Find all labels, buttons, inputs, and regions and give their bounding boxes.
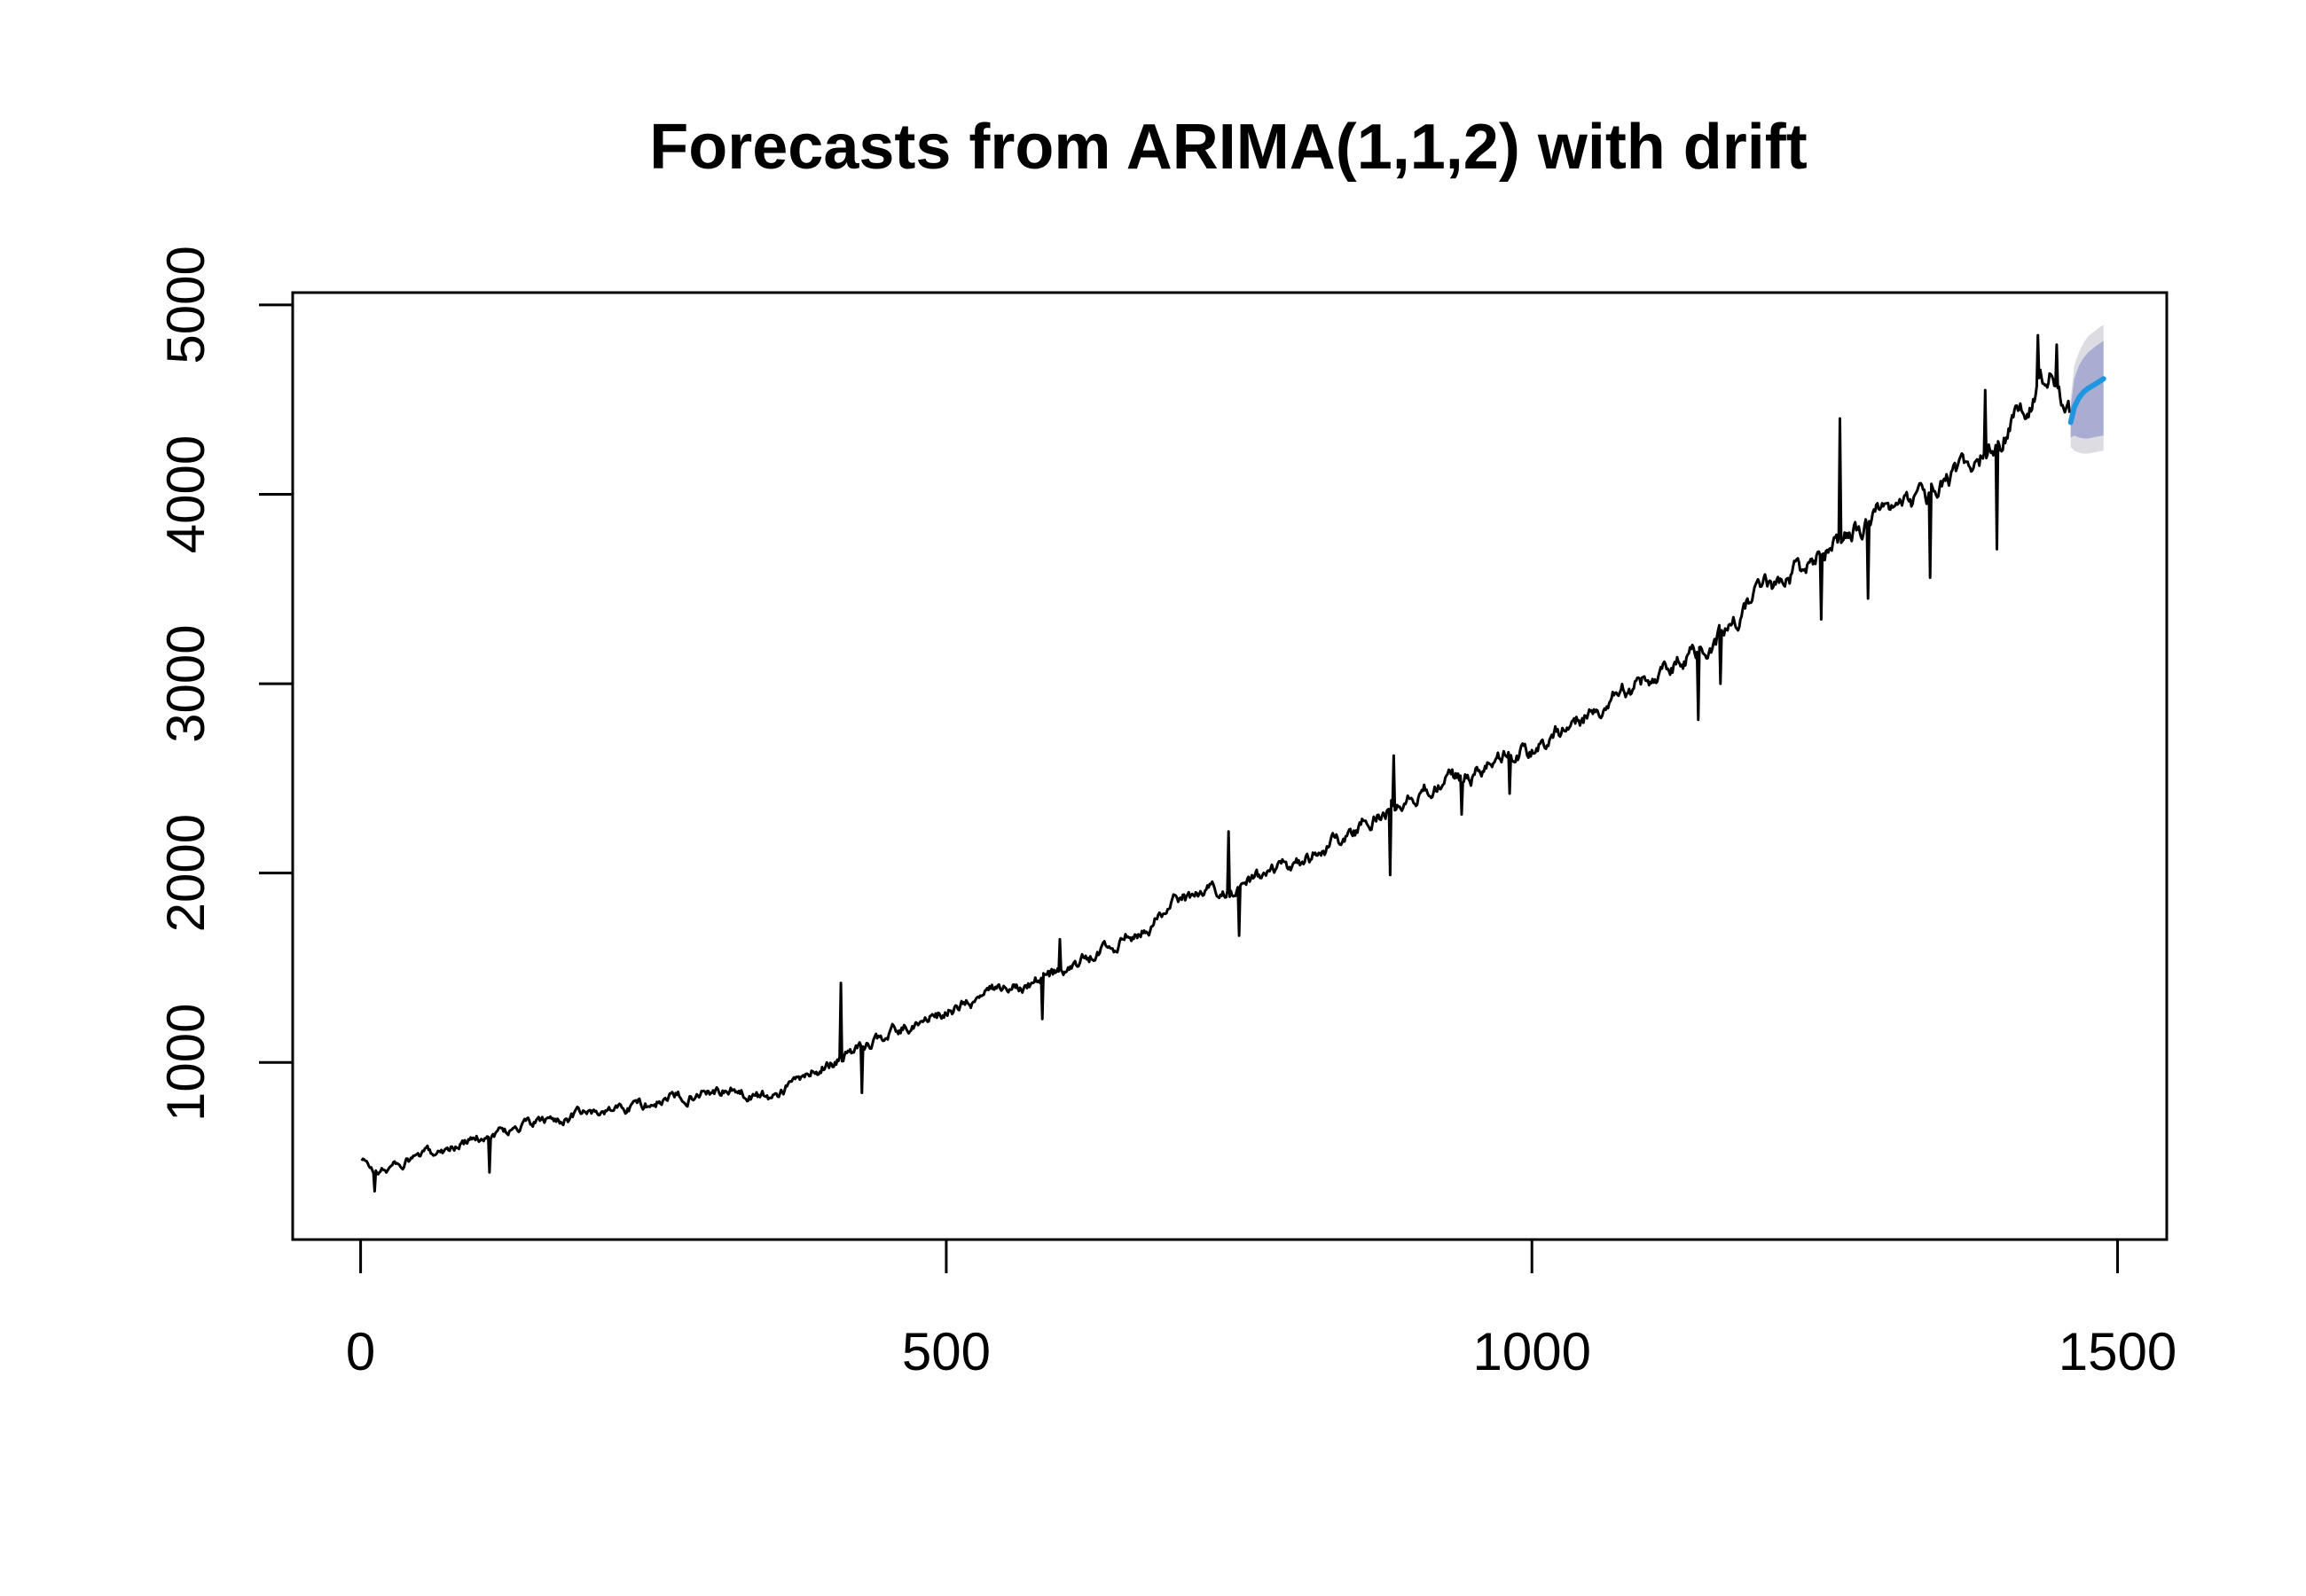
y-tick-label: 4000 xyxy=(156,435,216,553)
plot-frame xyxy=(291,291,2169,1241)
y-tick-label: 3000 xyxy=(156,624,216,742)
x-tick-label: 1500 xyxy=(2059,1322,2177,1381)
forecast-mean-line xyxy=(2067,376,2106,426)
x-tick-label: 1000 xyxy=(1472,1322,1590,1381)
chart-title: Forecasts from ARIMA(1,1,2) with drift xyxy=(649,112,1808,183)
y-axis: 1000 2000 3000 4000 5000 xyxy=(156,246,294,1122)
y-tick-label: 1000 xyxy=(156,1004,216,1122)
plot-area xyxy=(360,325,2106,1193)
observed-series-line xyxy=(360,333,2071,1193)
y-tick-label: 5000 xyxy=(156,246,216,364)
x-axis: 0 500 1000 1500 xyxy=(346,1238,2177,1381)
y-tick-label: 2000 xyxy=(156,814,216,932)
x-tick-label: 0 xyxy=(346,1322,375,1381)
x-tick-label: 500 xyxy=(902,1322,991,1381)
